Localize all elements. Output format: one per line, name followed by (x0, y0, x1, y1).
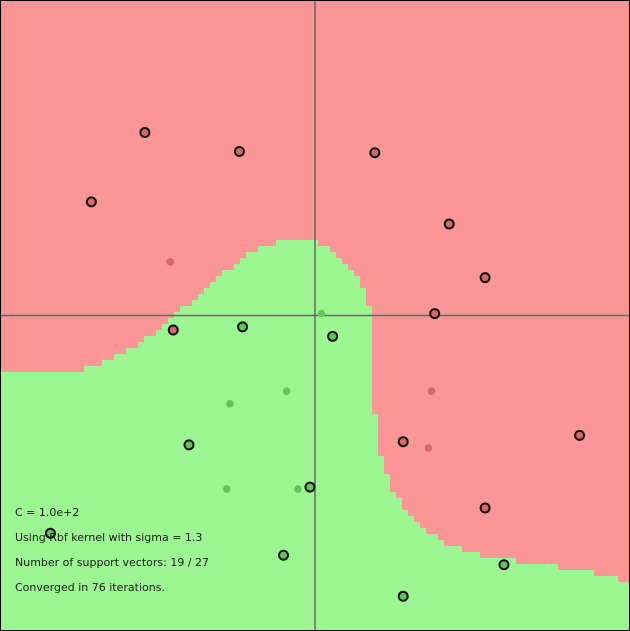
negative-support-vector-point[interactable] (479, 502, 491, 514)
data-points[interactable] (44, 127, 586, 602)
negative-support-vector-point[interactable] (233, 145, 245, 157)
positive-support-vector-point[interactable] (327, 330, 339, 342)
negative-support-vector-point[interactable] (443, 218, 455, 230)
info-support-vectors: Number of support vectors: 19 / 27 (15, 556, 209, 569)
positive-data-point[interactable] (226, 400, 234, 408)
positive-support-vector-point[interactable] (183, 439, 195, 451)
negative-data-point[interactable] (166, 258, 174, 266)
negative-support-vector-point[interactable] (397, 436, 409, 448)
negative-data-point[interactable] (424, 444, 433, 452)
negative-support-vector-point[interactable] (574, 429, 586, 441)
negative-support-vector-point[interactable] (139, 127, 151, 139)
negative-support-vector-point[interactable] (369, 147, 381, 159)
positive-data-point[interactable] (282, 387, 291, 396)
positive-support-vector-point[interactable] (278, 549, 289, 561)
negative-support-vector-point[interactable] (479, 272, 491, 284)
positive-support-vector-point[interactable] (397, 590, 409, 602)
positive-support-vector-point[interactable] (237, 321, 249, 333)
info-panel: C = 1.0e+2 Using Rbf kernel with sigma =… (15, 506, 209, 594)
info-kernel: Using Rbf kernel with sigma = 1.3 (15, 531, 202, 544)
negative-support-vector-point[interactable] (167, 324, 179, 336)
positive-data-point[interactable] (223, 485, 231, 493)
negative-support-vector-point[interactable] (429, 308, 441, 320)
positive-support-vector-point[interactable] (44, 527, 56, 539)
positive-support-vector-point[interactable] (498, 559, 510, 571)
positive-data-point[interactable] (317, 309, 326, 318)
positive-data-point[interactable] (294, 485, 302, 493)
negative-support-vector-point[interactable] (85, 196, 97, 208)
info-iterations: Converged in 76 iterations. (15, 581, 165, 594)
info-c-value: C = 1.0e+2 (15, 506, 79, 519)
negative-data-point[interactable] (427, 387, 436, 396)
positive-support-vector-point[interactable] (304, 481, 316, 493)
